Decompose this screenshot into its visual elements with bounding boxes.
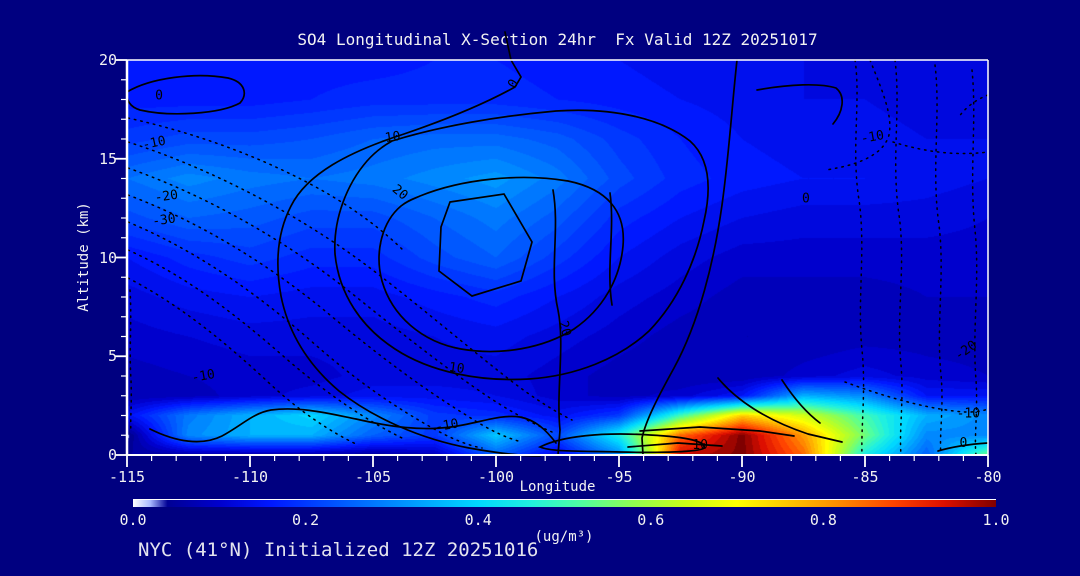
init-info-label: NYC (41°N) Initialized 12Z 20251016	[138, 539, 539, 561]
colorbar-tick-label: 0.8	[809, 511, 837, 529]
y-tick-label: 5	[107, 347, 117, 366]
colorbar-units-label: (ug/m³)	[534, 529, 594, 545]
x-tick-label: -90	[728, 468, 756, 486]
x-tick-label: -80	[974, 468, 1002, 486]
colorbar	[133, 499, 996, 507]
y-tick-label: 15	[98, 149, 117, 168]
x-tick-label: -85	[851, 468, 879, 486]
y-tick-label: 0	[107, 446, 117, 464]
x-tick-label: -105	[354, 468, 392, 486]
plot-title: SO4 Longitudinal X-Section 24hr Fx Valid…	[297, 30, 818, 49]
x-tick-label: -115	[108, 468, 146, 486]
so4-heatmap-canvas	[127, 60, 988, 455]
colorbar-tick-label: 0.4	[464, 511, 492, 529]
colorbar-tick-label: 0.0	[119, 511, 147, 529]
x-axis-label: Longitude	[519, 479, 596, 495]
y-tick-label: 10	[98, 248, 117, 267]
x-tick-label: -110	[231, 468, 269, 486]
colorbar-tick-label: 0.2	[292, 511, 320, 529]
colorbar-tick-label: 0.6	[637, 511, 665, 529]
y-tick-label: 20	[98, 51, 117, 69]
x-tick-label: -100	[477, 468, 515, 486]
x-tick-label: -95	[605, 468, 633, 486]
colorbar-tick-label: 1.0	[982, 511, 1010, 529]
